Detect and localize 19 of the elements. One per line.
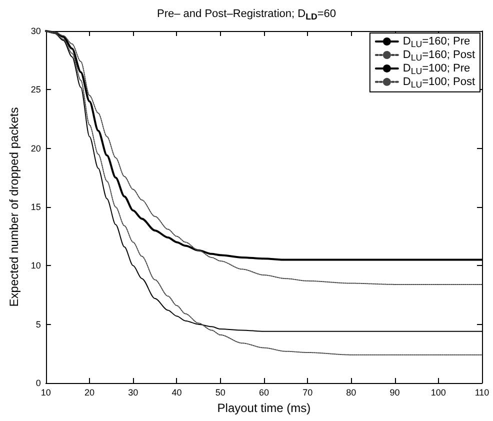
y-tick-label: 30: [30, 26, 41, 36]
x-axis-title: Playout time (ms): [217, 400, 311, 415]
y-tick-label: 5: [36, 319, 41, 330]
y-tick-label: 10: [30, 260, 41, 271]
x-tick-label: 110: [474, 388, 490, 398]
y-tick-label: 20: [30, 143, 41, 154]
x-tick-label: 60: [258, 388, 269, 398]
y-tick-label: 0: [36, 378, 41, 388]
x-tick-label: 90: [390, 388, 400, 398]
y-tick-label: 25: [30, 84, 41, 95]
y-tick-label: 15: [30, 202, 41, 212]
x-tick-label: 20: [84, 388, 95, 398]
x-tick-label: 70: [302, 388, 313, 398]
x-tick-label: 30: [128, 388, 138, 398]
y-axis-title: Expected number of dropped packets: [7, 107, 21, 307]
x-tick-label: 80: [346, 388, 356, 398]
x-tick-label: 40: [172, 388, 182, 398]
x-tick-label: 100: [430, 388, 446, 398]
x-tick-label: 50: [215, 388, 226, 398]
